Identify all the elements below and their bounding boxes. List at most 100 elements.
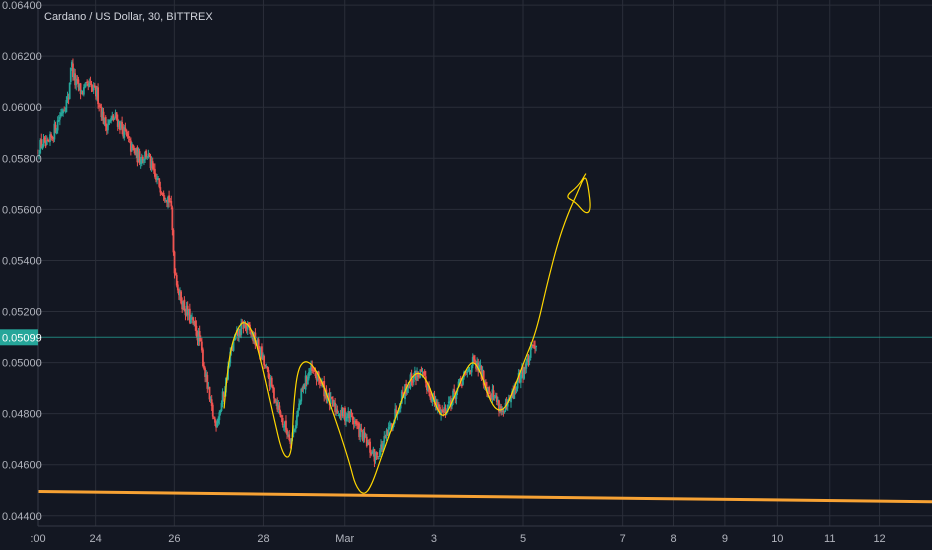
candle-body	[535, 345, 538, 348]
candle-body	[427, 385, 429, 392]
candle-body	[467, 369, 470, 371]
candle-body	[429, 393, 432, 398]
candle-body	[184, 310, 187, 316]
candle-body	[371, 452, 374, 454]
candle-body	[52, 137, 55, 139]
candle-body	[342, 408, 345, 416]
candle-body	[304, 375, 307, 390]
candle-body	[322, 382, 325, 384]
candle-body	[221, 391, 224, 405]
candle-body	[383, 436, 386, 443]
candle-body	[250, 331, 252, 335]
candle-body	[293, 429, 296, 431]
candle-body	[466, 369, 469, 374]
candle-body	[43, 137, 46, 140]
candle-body	[74, 73, 77, 86]
candle-body	[370, 452, 373, 455]
candle-body	[197, 331, 200, 342]
candle-body	[188, 308, 191, 323]
candle-body	[395, 410, 398, 414]
candle-body	[369, 441, 371, 453]
candle-body	[219, 410, 222, 414]
candle-body	[336, 409, 339, 414]
candle-body	[65, 100, 68, 113]
candle-body	[261, 346, 263, 359]
candle-body	[262, 354, 264, 360]
candle-body	[279, 411, 282, 417]
candle-body	[40, 139, 43, 148]
candle-body	[172, 230, 175, 253]
candle-body	[458, 379, 461, 382]
candle-body	[247, 323, 250, 326]
candle-body	[257, 339, 260, 350]
x-tick-label: 8	[670, 533, 676, 545]
candle-body	[126, 133, 129, 137]
candle-body	[181, 302, 184, 310]
y-axis[interactable]: 0.06400 0.06200 0.06000 0.05800 0.05600 0.054…	[2, 0, 42, 523]
candle-body	[75, 78, 78, 86]
candle-body	[133, 147, 136, 150]
candle-body	[460, 384, 463, 387]
current-price-tag-bg	[0, 329, 38, 346]
candle-body	[151, 161, 154, 169]
candle-body	[137, 151, 140, 162]
candle-body	[179, 290, 181, 297]
candle-body	[66, 96, 69, 100]
candle-body	[153, 168, 156, 177]
candle-body	[70, 62, 73, 67]
candle-body	[417, 372, 420, 377]
current-price-value: 0.05099	[2, 332, 42, 344]
candle-body	[338, 415, 341, 417]
candle-body	[259, 347, 262, 356]
candle-body	[229, 351, 232, 364]
candle-body	[163, 197, 166, 200]
candle-body	[320, 383, 322, 385]
candle-body	[382, 443, 385, 451]
candle-body	[489, 394, 492, 398]
candle-body	[388, 425, 391, 427]
candle-body	[123, 126, 126, 138]
candle-body	[514, 387, 517, 391]
candle-body	[67, 97, 70, 99]
y-tick-label: 0.06400	[2, 0, 42, 12]
x-tick-label: 9	[722, 533, 728, 545]
candle-body	[366, 443, 369, 445]
candle-body	[421, 371, 424, 373]
candle-body	[243, 322, 246, 329]
candle-body	[80, 90, 83, 94]
candle-body	[434, 400, 437, 406]
candle-body	[518, 373, 521, 383]
candle-body	[523, 367, 526, 379]
candle-body	[200, 341, 203, 351]
candle-body	[231, 347, 234, 351]
candle-body	[300, 388, 303, 402]
candle-body	[392, 425, 394, 429]
y-tick-label: 0.04800	[2, 409, 42, 421]
candle-body	[258, 349, 261, 355]
candle-body	[156, 178, 158, 181]
candle-body	[375, 452, 378, 455]
candle-body	[525, 361, 528, 369]
support-trendline[interactable]	[37, 490, 932, 504]
candle-body	[199, 339, 202, 342]
candle-body	[256, 339, 259, 345]
candle-body	[48, 140, 50, 142]
candle-body	[246, 323, 249, 330]
candle-body	[277, 404, 280, 410]
candle-body	[469, 370, 472, 372]
y-tick-label: 0.04600	[2, 460, 42, 472]
candle-body	[386, 429, 389, 435]
candle-body	[411, 381, 414, 383]
candle-body	[207, 387, 210, 389]
candle-body	[251, 331, 254, 335]
candle-body	[104, 117, 107, 127]
candle-body	[270, 377, 273, 387]
candle-body	[212, 417, 215, 419]
candle-body	[428, 385, 430, 393]
hand-drawn-projection[interactable]	[223, 173, 591, 494]
x-tick-label: 11	[824, 533, 835, 545]
candle-body	[309, 370, 311, 373]
x-axis[interactable]: :00 24 26 28 Mar 3 5 7 8 9 10 11 12	[30, 533, 885, 545]
